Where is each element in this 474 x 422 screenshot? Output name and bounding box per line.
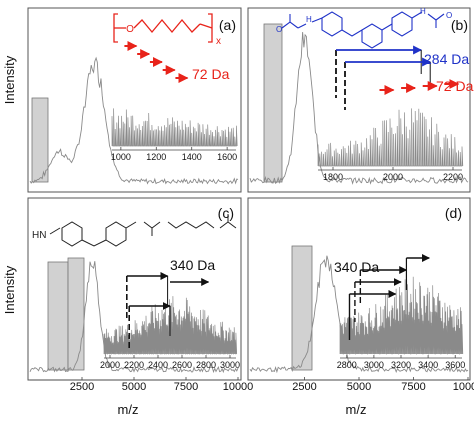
tick-label: 2500 (70, 381, 94, 393)
carbamate-nh-left: H (306, 15, 312, 24)
panel-d-inset-ticks: 2800 3000 3200 3400 3600 (337, 355, 465, 370)
carbamate-o-right: O (446, 11, 452, 20)
polymer-subscript: x (216, 36, 221, 47)
panel-b-72da-label: 72 Da (436, 78, 474, 94)
tick-label: 3400 (418, 360, 438, 370)
panel-b-inset-ticks: 1800 2000 2200 (318, 167, 463, 182)
tick-label: 2200 (124, 360, 144, 370)
panel-c-main-ticks: 2500 5000 7500 10000 (30, 377, 253, 393)
panel-a: 1000 1200 1400 1600 O x (a) 72 Da (27, 7, 242, 193)
spectrum-trace (249, 32, 469, 185)
panel-a-label: (a) (219, 17, 236, 33)
panel-c-inset-ticks: 2000 2200 2400 2600 2800 3000 (100, 355, 240, 370)
panel-b-shaded-region (263, 23, 283, 183)
tick-label: 2800 (337, 360, 357, 370)
panel-b-spectrum (249, 32, 469, 185)
panel-a-shaded-region (31, 97, 49, 183)
panel-c-label: (c) (218, 205, 234, 221)
panel-d-spectrum (249, 255, 469, 374)
tick-label: 3600 (445, 360, 465, 370)
panel-c-340da-arrows (126, 272, 210, 350)
tick-label: 3200 (391, 360, 411, 370)
polymer-oxygen-label: O (126, 24, 134, 35)
panel-b-inset-spectrum (317, 108, 464, 167)
panel-a-inset-ticks: 1000 1200 1400 1600 (111, 147, 237, 162)
panel-d: 2800 3000 3200 3400 3600 2500 5000 7500 10000 (… (247, 197, 474, 393)
panel-d-shaded-region (291, 245, 313, 371)
tick-label: 2400 (148, 360, 168, 370)
tick-label: 2200 (443, 172, 463, 182)
panel-c-shaded-region-2 (67, 257, 85, 371)
tick-label: 1200 (146, 152, 166, 162)
x-axis-label-left: m/z (118, 402, 139, 417)
tick-label: 3000 (364, 360, 384, 370)
spectrum-trace (249, 255, 469, 374)
tick-label: 5000 (347, 381, 371, 393)
y-axis-label-bottom: Intensity (2, 265, 17, 314)
spectrum-trace (29, 261, 239, 374)
inset-trace (111, 108, 238, 147)
panel-c-340da-label: 340 Da (170, 257, 215, 273)
structure-hn-label: HN (32, 230, 46, 241)
panel-a-inset-spectrum (111, 108, 238, 147)
panel-b-frame (247, 7, 471, 193)
panel-b: 1800 2000 2200 O H H O (b) 284 Da 72 Da (247, 7, 474, 193)
tick-label: 2600 (172, 360, 192, 370)
tick-label: 10000 (453, 381, 474, 393)
carbamate-structure-icon (281, 11, 445, 49)
panel-b-284da-label: 284 Da (424, 51, 469, 67)
y-axis-label-top: Intensity (2, 55, 17, 104)
panel-c-shaded-region-1 (47, 261, 69, 371)
urethane-structure-icon (49, 214, 237, 247)
tick-label: 7500 (174, 381, 198, 393)
panel-c: 2000 2200 2400 2600 2800 3000 2500 5000 7500 100… (27, 197, 253, 393)
panel-d-main-ticks: 2500 5000 7500 10000 (250, 377, 474, 393)
carbamate-o-left: O (276, 25, 282, 34)
inset-trace (317, 108, 464, 167)
panel-c-inset-spectrum (103, 296, 238, 355)
panel-d-340da-arrows (348, 254, 431, 340)
tick-label: 1600 (217, 152, 237, 162)
tick-label: 2000 (100, 360, 120, 370)
carbamate-nh-right: H (420, 7, 426, 16)
tick-label: 7500 (401, 381, 425, 393)
tick-label: 5000 (122, 381, 146, 393)
tick-label: 2500 (292, 381, 316, 393)
inset-trace (339, 276, 464, 355)
tick-label: 3000 (220, 360, 240, 370)
tick-label: 10000 (223, 381, 254, 393)
spectrum-trace (29, 56, 239, 185)
panel-d-340da-label: 340 Da (334, 259, 379, 275)
panel-a-spectrum (29, 56, 239, 185)
tick-label: 1800 (323, 172, 343, 182)
tick-label: 2800 (196, 360, 216, 370)
panel-c-spectrum (29, 261, 239, 374)
x-axis-label-right: m/z (346, 402, 367, 417)
panel-d-inset-spectrum (339, 276, 464, 355)
tick-label: 2000 (383, 172, 403, 182)
panel-b-arrows (335, 45, 460, 110)
panel-b-label: (b) (451, 17, 468, 33)
panel-a-72da-label: 72 Da (192, 66, 230, 82)
panel-a-72da-arrows (124, 41, 189, 83)
inset-trace (103, 296, 238, 355)
tick-label: 1400 (182, 152, 202, 162)
polymer-structure-icon (113, 13, 213, 43)
tick-label: 1000 (111, 152, 131, 162)
panel-a-frame (27, 7, 242, 193)
panel-d-label: (d) (445, 205, 462, 221)
